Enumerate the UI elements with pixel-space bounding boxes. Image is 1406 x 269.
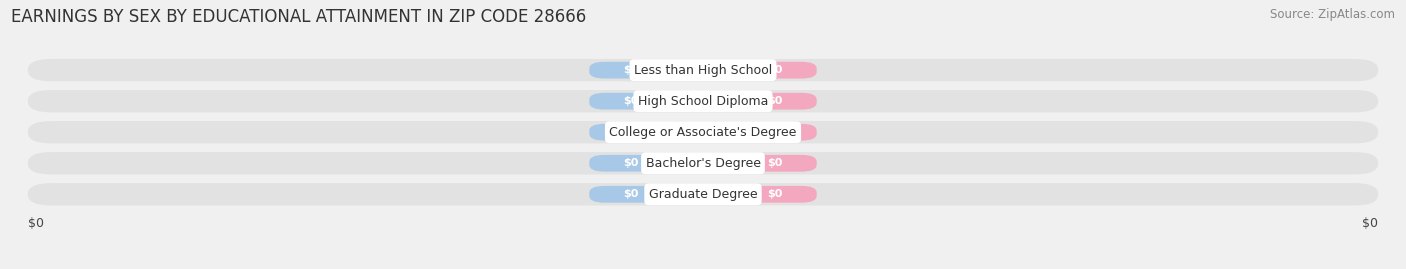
Text: $0: $0 bbox=[768, 189, 783, 199]
FancyBboxPatch shape bbox=[28, 90, 1378, 112]
Text: EARNINGS BY SEX BY EDUCATIONAL ATTAINMENT IN ZIP CODE 28666: EARNINGS BY SEX BY EDUCATIONAL ATTAINMEN… bbox=[11, 8, 586, 26]
Text: Less than High School: Less than High School bbox=[634, 64, 772, 77]
Text: $0: $0 bbox=[768, 96, 783, 106]
FancyBboxPatch shape bbox=[734, 62, 817, 79]
Text: Source: ZipAtlas.com: Source: ZipAtlas.com bbox=[1270, 8, 1395, 21]
Text: $0: $0 bbox=[768, 158, 783, 168]
FancyBboxPatch shape bbox=[734, 155, 817, 172]
FancyBboxPatch shape bbox=[589, 186, 672, 203]
Text: Bachelor's Degree: Bachelor's Degree bbox=[645, 157, 761, 170]
Text: College or Associate's Degree: College or Associate's Degree bbox=[609, 126, 797, 139]
Text: $0: $0 bbox=[623, 158, 638, 168]
Text: $0: $0 bbox=[768, 127, 783, 137]
FancyBboxPatch shape bbox=[734, 186, 817, 203]
FancyBboxPatch shape bbox=[589, 62, 672, 79]
FancyBboxPatch shape bbox=[28, 152, 1378, 174]
Text: $0: $0 bbox=[1362, 217, 1378, 230]
Text: $0: $0 bbox=[28, 217, 44, 230]
FancyBboxPatch shape bbox=[28, 121, 1378, 143]
FancyBboxPatch shape bbox=[734, 124, 817, 141]
FancyBboxPatch shape bbox=[589, 93, 672, 109]
FancyBboxPatch shape bbox=[28, 59, 1378, 81]
FancyBboxPatch shape bbox=[589, 155, 672, 172]
Text: $0: $0 bbox=[623, 127, 638, 137]
Text: Graduate Degree: Graduate Degree bbox=[648, 188, 758, 201]
Text: High School Diploma: High School Diploma bbox=[638, 95, 768, 108]
FancyBboxPatch shape bbox=[734, 93, 817, 109]
Text: $0: $0 bbox=[768, 65, 783, 75]
Text: $0: $0 bbox=[623, 65, 638, 75]
FancyBboxPatch shape bbox=[28, 183, 1378, 206]
FancyBboxPatch shape bbox=[589, 124, 672, 141]
Text: $0: $0 bbox=[623, 96, 638, 106]
Text: $0: $0 bbox=[623, 189, 638, 199]
